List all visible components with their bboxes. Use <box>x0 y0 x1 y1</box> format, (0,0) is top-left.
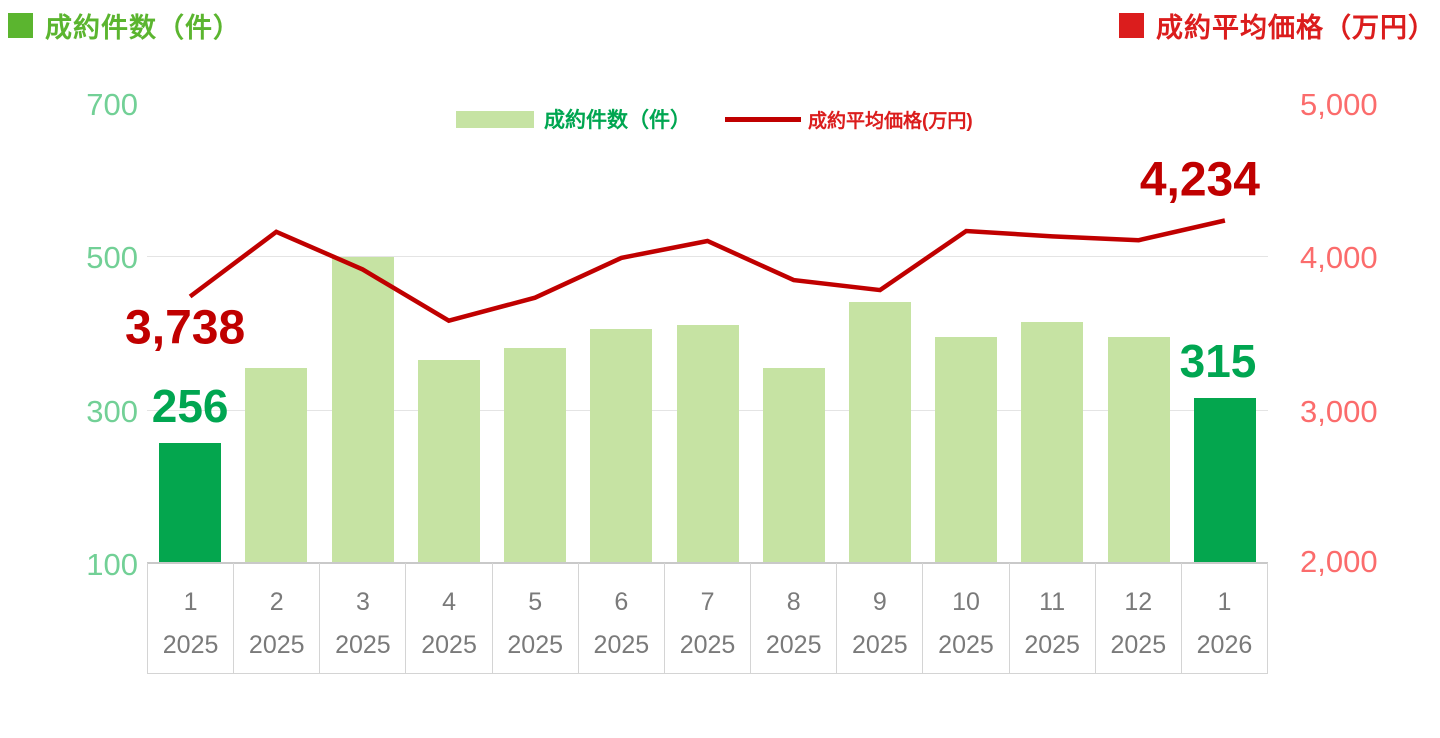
x-axis-month-label: 1 <box>1217 588 1232 616</box>
x-axis-year-label: 2026 <box>1196 631 1253 659</box>
x-axis-year-label: 2025 <box>335 631 391 659</box>
x-axis-month-label: 3 <box>355 588 370 616</box>
legend-bar-label: 成約件数（件） <box>544 109 691 132</box>
legend: 成約件数（件） 成約平均価格(万円) <box>456 103 973 135</box>
x-axis-month-label: 11 <box>1039 588 1066 616</box>
x-axis-year-label: 2025 <box>507 631 564 659</box>
x-axis-month-label: 4 <box>442 588 456 616</box>
x-axis-cell-10-2025: 10 2025 <box>923 563 1010 673</box>
x-axis-year-label: 2025 <box>852 631 908 659</box>
line-value-label-4,234: 4,234 <box>1139 153 1260 207</box>
x-axis-month-label: 7 <box>700 588 715 616</box>
x-axis-cell-12-2025: 12 2025 <box>1096 563 1182 673</box>
x-axis-year-label: 2025 <box>679 631 736 659</box>
bar-value-label-256: 256 <box>151 380 229 433</box>
x-axis-cell-4-2025: 4 2025 <box>406 563 493 673</box>
x-axis-year-label: 2025 <box>162 631 219 659</box>
x-axis-cell-9-2025: 9 2025 <box>837 563 924 673</box>
red-square-icon <box>1119 13 1144 38</box>
green-square-icon <box>8 13 33 38</box>
legend-line-swatch-icon <box>725 116 801 122</box>
left-axis-title: 成約件数（件） <box>8 6 241 45</box>
bar-1-2025 <box>159 443 222 563</box>
bar-6-2025 <box>590 329 653 563</box>
bar-7-2025 <box>676 325 739 563</box>
x-axis-cell-11-2025: 11 2025 <box>1010 563 1096 673</box>
x-axis-baseline <box>147 562 1268 564</box>
bar-2-2025 <box>245 367 308 563</box>
right-axis-tick-3,000: 3,000 <box>1300 393 1378 429</box>
line-value-label-3,738: 3,738 <box>125 301 246 354</box>
x-axis-cell-8-2025: 8 2025 <box>751 563 838 673</box>
bar-5-2025 <box>504 348 567 563</box>
bar-3-2025 <box>331 257 394 563</box>
right-axis-tick-5,000: 5,000 <box>1300 87 1378 122</box>
x-axis-month-label: 5 <box>528 588 543 616</box>
x-axis-year-label: 2025 <box>421 631 477 659</box>
x-axis-month-label: 9 <box>872 588 887 616</box>
x-axis-cell-3-2025: 3 2025 <box>320 563 407 673</box>
bar-11-2025 <box>1021 321 1084 563</box>
bar-1-2026 <box>1193 398 1256 563</box>
x-axis-cell-1-2026: 1 2026 <box>1182 563 1269 673</box>
bar-value-label-315: 315 <box>1179 335 1257 388</box>
bar-9-2025 <box>848 302 911 563</box>
bar-12-2025 <box>1107 336 1170 563</box>
bar-4-2025 <box>417 359 480 563</box>
right-axis-title: 成約平均価格（万円） <box>1119 6 1436 45</box>
x-axis-month-label: 6 <box>614 588 629 616</box>
x-axis-cell-1-2025: 1 2025 <box>148 563 235 673</box>
x-axis-month-label: 1 <box>183 588 198 616</box>
bar-10-2025 <box>935 336 998 563</box>
x-axis-year-label: 2025 <box>938 631 994 659</box>
legend-line-label: 成約平均価格(万円) <box>808 110 973 132</box>
x-axis-cell-5-2025: 5 2025 <box>493 563 579 673</box>
left-axis-tick-300: 300 <box>86 393 138 429</box>
gridline-500 <box>147 256 1268 258</box>
x-axis-month-label: 10 <box>952 588 980 616</box>
x-axis-year-label: 2025 <box>248 631 305 659</box>
bar-8-2025 <box>762 367 825 563</box>
x-axis-cell-2-2025: 2 2025 <box>234 563 321 673</box>
x-axis-year-label: 2025 <box>765 631 822 659</box>
legend-bar-swatch-icon <box>456 110 534 128</box>
left-axis-tick-700: 700 <box>86 87 138 122</box>
x-axis-month-label: 12 <box>1124 588 1153 616</box>
left-axis-tick-100: 100 <box>86 547 138 582</box>
right-axis-tick-4,000: 4,000 <box>1300 240 1378 276</box>
x-axis-cell-7-2025: 7 2025 <box>665 563 752 673</box>
x-axis: 1 2025 2 2025 3 2025 4 2025 5 2025 6 2025 7 2025 8 2025… <box>147 563 1269 674</box>
x-axis-year-label: 2025 <box>1110 631 1167 659</box>
x-axis-cell-6-2025: 6 2025 <box>579 563 665 673</box>
left-axis-title-text: 成約件数（件） <box>45 13 241 43</box>
x-axis-month-label: 2 <box>269 588 284 616</box>
left-axis-tick-500: 500 <box>86 240 138 276</box>
x-axis-month-label: 8 <box>786 588 801 616</box>
x-axis-year-label: 2025 <box>1024 631 1080 659</box>
x-axis-year-label: 2025 <box>593 631 650 659</box>
right-axis-title-text: 成約平均価格（万円） <box>1156 13 1436 43</box>
right-axis-tick-2,000: 2,000 <box>1300 544 1378 579</box>
